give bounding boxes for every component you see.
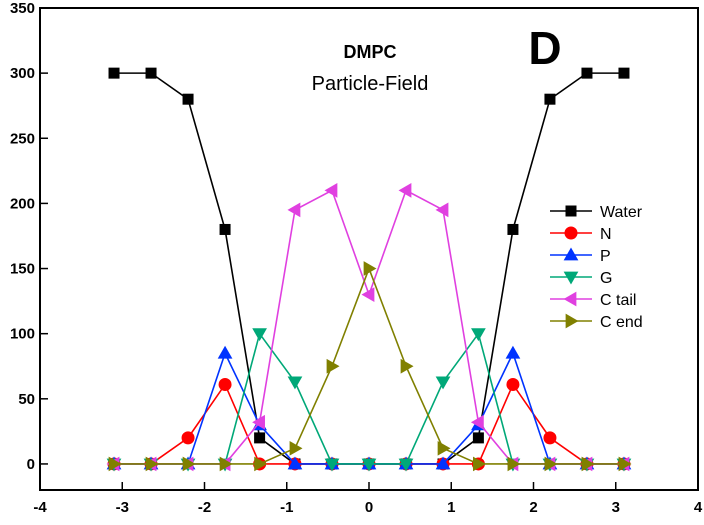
data-point xyxy=(618,456,632,472)
data-point xyxy=(437,440,451,456)
data-point xyxy=(252,328,267,342)
x-tick-label: 0 xyxy=(365,499,373,516)
data-point xyxy=(507,223,519,235)
data-point xyxy=(473,456,486,472)
x-tick-label: 3 xyxy=(612,499,620,516)
data-point xyxy=(618,67,630,79)
legend-marker xyxy=(565,205,577,217)
legend-marker xyxy=(563,291,577,307)
data-point xyxy=(363,261,377,276)
plot-frame xyxy=(39,7,699,491)
data-point xyxy=(398,183,412,198)
x-tick-label: -3 xyxy=(116,499,129,516)
data-point xyxy=(108,67,120,79)
x-tick-label: -1 xyxy=(280,499,293,516)
data-point xyxy=(435,456,451,470)
data-point xyxy=(471,328,486,342)
x-tick-label: -4 xyxy=(33,499,47,516)
data-point xyxy=(361,287,375,302)
y-tick-label: 200 xyxy=(10,195,35,212)
legend-item: Water xyxy=(550,204,643,221)
legend-item: G xyxy=(550,270,612,287)
legend-label: C tail xyxy=(600,292,636,309)
legend-label: G xyxy=(600,270,612,287)
x-tick-label: 2 xyxy=(529,499,537,516)
chart-subtitle: Particle-Field xyxy=(312,73,429,95)
legend-item: N xyxy=(550,226,612,243)
data-point xyxy=(507,456,521,472)
chart-title: DMPC xyxy=(344,42,397,62)
legend-item: P xyxy=(550,247,611,265)
y-tick-label: 250 xyxy=(10,130,35,147)
data-point xyxy=(254,432,266,444)
data-point xyxy=(505,345,521,359)
y-tick-label: 100 xyxy=(10,326,35,343)
data-point xyxy=(581,456,595,472)
y-tick-label: 150 xyxy=(10,261,35,278)
data-point xyxy=(287,456,303,470)
data-point xyxy=(145,456,159,472)
data-point xyxy=(182,93,194,105)
data-point xyxy=(289,440,303,456)
data-point xyxy=(398,458,414,472)
data-point xyxy=(543,431,557,445)
y-tick-label: 300 xyxy=(10,65,35,82)
data-point xyxy=(181,431,195,445)
data-point xyxy=(145,67,157,79)
y-tick-label: 350 xyxy=(10,0,35,17)
data-point xyxy=(506,377,520,391)
data-point xyxy=(326,358,340,374)
data-point xyxy=(544,456,558,472)
y-tick-label: 50 xyxy=(18,391,35,408)
x-tick-label: 4 xyxy=(694,499,703,516)
legend-label: C end xyxy=(600,314,643,331)
data-point xyxy=(324,183,338,198)
y-tick-label: 0 xyxy=(27,456,35,473)
data-point xyxy=(544,93,556,105)
axis-ticks: -4 -3 -2 -1 0 1 2 3 4 0 50 100 150 200 250 300 350 xyxy=(10,0,703,516)
legend-marker xyxy=(563,271,579,285)
data-point xyxy=(182,456,196,472)
data-point xyxy=(217,345,233,359)
data-point xyxy=(287,376,303,390)
legend-marker xyxy=(564,226,578,240)
data-point xyxy=(219,223,231,235)
data-point xyxy=(435,376,451,390)
legend-label: Water xyxy=(600,204,643,221)
data-point xyxy=(324,458,340,472)
data-point xyxy=(435,202,449,218)
legend-marker xyxy=(565,313,579,329)
panel-label: D xyxy=(528,22,561,74)
series-layer xyxy=(106,67,632,472)
legend: Water NPG C tail C end xyxy=(550,204,643,331)
data-point xyxy=(470,414,484,430)
data-point xyxy=(472,432,484,444)
data-point xyxy=(581,67,593,79)
x-tick-label: 1 xyxy=(447,499,455,516)
legend-label: P xyxy=(600,248,611,265)
data-point xyxy=(254,456,268,472)
x-tick-label: -2 xyxy=(198,499,211,516)
data-point xyxy=(361,458,377,472)
data-point xyxy=(219,456,233,472)
data-point xyxy=(287,202,301,218)
legend-marker xyxy=(563,247,579,261)
data-point xyxy=(400,358,414,374)
data-point xyxy=(218,377,232,391)
data-point xyxy=(108,456,122,472)
data-point xyxy=(252,414,265,430)
series-c-end xyxy=(108,261,632,472)
legend-item: C tail xyxy=(550,291,636,309)
legend-label: N xyxy=(600,226,612,243)
legend-item: C end xyxy=(550,313,643,331)
